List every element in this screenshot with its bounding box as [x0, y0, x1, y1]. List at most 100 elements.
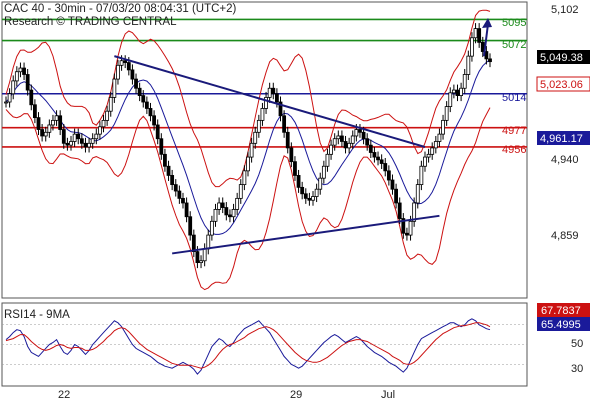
candle-body	[423, 156, 427, 167]
candle-body	[350, 135, 355, 144]
candle-body	[228, 214, 232, 218]
candle-body	[238, 184, 243, 199]
projection-arrowhead	[482, 18, 492, 28]
candle-body	[441, 119, 445, 135]
candle-body	[415, 184, 420, 204]
rsi-ma-line	[5, 322, 491, 369]
candle-body	[332, 138, 337, 146]
candle-body	[296, 175, 301, 188]
candle-body	[278, 101, 283, 117]
y-tick-4940: 4,940	[551, 154, 579, 166]
candle-body	[260, 108, 265, 121]
candle-body	[123, 60, 128, 63]
candle-body	[206, 234, 211, 250]
candle-body	[372, 152, 377, 158]
level-label-5014: 5014	[502, 92, 526, 104]
candle-body	[365, 138, 370, 146]
candle-body	[444, 106, 449, 121]
candle-body	[199, 260, 203, 264]
candle-body	[459, 87, 464, 96]
candle-body	[116, 64, 120, 80]
candle-body	[134, 78, 138, 89]
candle-body	[470, 37, 474, 57]
candle-body	[282, 115, 287, 133]
candle-body	[130, 69, 135, 80]
y-tick-5102: 5,102	[551, 4, 579, 16]
candle-body	[108, 97, 113, 112]
rsi-red-tag-bg	[537, 303, 590, 317]
candle-body	[451, 89, 456, 94]
candle-body	[47, 124, 52, 133]
candle-body	[119, 60, 124, 66]
candle-body	[408, 220, 413, 236]
candle-body	[249, 142, 254, 158]
candle-body	[379, 159, 384, 164]
descending-trendline	[114, 55, 426, 148]
candle-body	[22, 67, 26, 75]
candle-body	[98, 126, 102, 135]
candle-body	[163, 153, 167, 167]
level-label-4956: 4956	[502, 144, 526, 156]
rsi-tick-50: 50	[571, 338, 583, 350]
candle-body	[455, 89, 460, 96]
candle-body	[361, 131, 366, 140]
candle-body	[18, 67, 23, 73]
candle-body	[112, 78, 117, 98]
x-tick-29: 29	[290, 389, 302, 400]
candle-body	[105, 110, 110, 121]
candle-body	[69, 141, 73, 146]
candle-body	[412, 202, 417, 222]
chart-title: CAC 40 - 30min - 07/03/20 08:04:31 (UTC+…	[4, 3, 237, 15]
candle-body	[473, 28, 478, 39]
candle-body	[231, 208, 236, 218]
candle-body	[289, 147, 294, 163]
rsi-panel-frame	[1, 302, 528, 387]
candle-body	[347, 142, 352, 149]
red-price-tag-bg	[536, 76, 590, 92]
candle-body	[271, 87, 276, 95]
candle-body	[11, 80, 16, 95]
candle-body	[274, 93, 279, 103]
rsi-title: RSI14 - 9MA	[4, 309, 70, 321]
candle-body	[177, 190, 182, 199]
projection-arrow-shaft	[483, 23, 489, 57]
chart-source: Research © TRADING CENTRAL	[4, 16, 177, 28]
candle-body	[488, 58, 492, 63]
candle-body	[79, 138, 84, 144]
candle-body	[184, 202, 189, 218]
candle-body	[76, 133, 81, 140]
ascending-trendline	[172, 214, 440, 255]
candle-body	[321, 165, 326, 179]
candle-body	[90, 138, 95, 144]
candle-body	[137, 87, 142, 96]
candle-body	[29, 89, 34, 106]
candle-body	[430, 147, 435, 155]
candle-body	[51, 119, 55, 126]
candle-body	[477, 28, 482, 43]
candle-body	[155, 124, 160, 140]
candle-body	[152, 115, 156, 126]
candle-body	[397, 202, 402, 219]
candle-body	[376, 156, 380, 161]
rsi-blue-tag-bg	[537, 317, 590, 331]
rsi-line	[5, 318, 491, 375]
candle-body	[148, 108, 153, 117]
candle-body	[72, 133, 77, 142]
candle-body	[191, 234, 196, 253]
candle-body	[224, 207, 229, 216]
candle-body	[144, 101, 149, 109]
candle-body	[256, 119, 261, 133]
candle-body	[213, 208, 218, 222]
candle-body	[437, 133, 442, 142]
candle-body	[25, 74, 30, 91]
candle-body	[293, 161, 297, 176]
candle-body	[7, 93, 12, 103]
moving-average-line	[5, 59, 491, 235]
candle-body	[318, 177, 323, 190]
candle-body	[462, 74, 467, 89]
candle-body	[253, 131, 258, 144]
candle-body	[300, 186, 305, 195]
candle-body	[343, 141, 348, 149]
candle-body	[358, 129, 362, 133]
